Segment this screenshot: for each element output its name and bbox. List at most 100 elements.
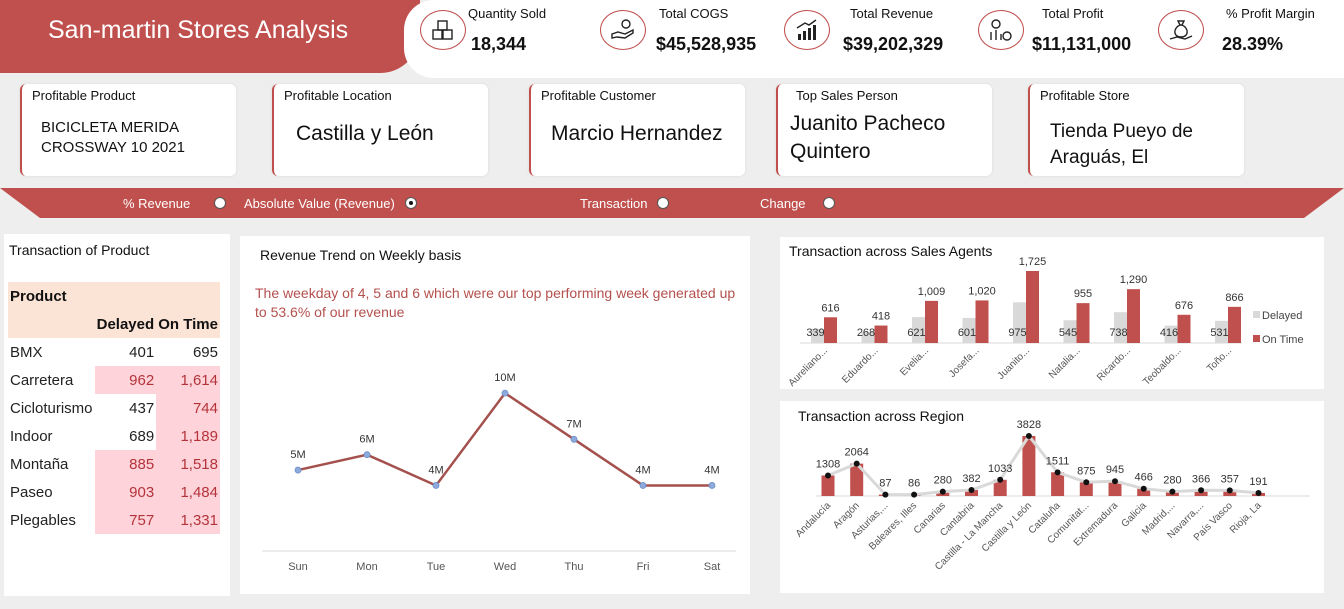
x-tick-label: Castilla y León (980, 500, 1034, 554)
option-absolute-value-label[interactable]: Absolute Value (Revenue) (244, 196, 395, 211)
data-label-ontime: 1,009 (918, 286, 946, 298)
x-tick-label: Toño... (1205, 345, 1234, 374)
hand-coins-icon (600, 10, 646, 50)
bar-delayed (912, 317, 925, 343)
data-label-tue: 4M (428, 464, 443, 476)
region-trend-line (827, 433, 1259, 497)
bar-delayed (1215, 320, 1228, 343)
data-label-region: 1308 (816, 458, 840, 470)
data-label-ontime: 1,725 (1019, 256, 1047, 268)
metric-toggle-bar (0, 188, 1344, 220)
product-table: Product Delayed On Time BMX 401 695 Carrete… (8, 282, 220, 534)
option-change-label[interactable]: Change (760, 196, 806, 211)
x-tick-label: Fri (637, 561, 650, 573)
kpi-label: Total COGS (659, 6, 729, 21)
bar-region (1108, 481, 1122, 496)
bar-ontime (1177, 314, 1191, 343)
data-point-sun (294, 466, 302, 474)
data-label-region: 87 (879, 478, 891, 490)
kpi-label: % Profit Margin (1226, 6, 1315, 21)
card-top-sales-person: Top Sales Person Juanito Pacheco Quinter… (776, 84, 992, 176)
table-row: Plegables 757 1,331 (8, 506, 220, 534)
option-transaction-radio[interactable] (657, 197, 669, 209)
data-label-region: 357 (1221, 473, 1239, 485)
card-profitable-customer: Profitable Customer Marcio Hernandez (529, 84, 745, 176)
data-point-tue (432, 482, 440, 489)
x-tick-label: Tue (427, 561, 446, 573)
card-label: Profitable Product (32, 88, 136, 103)
data-point-region (882, 491, 889, 498)
data-label-ontime: 676 (1175, 300, 1193, 312)
bar-region (1137, 488, 1151, 496)
data-label-region: 2064 (844, 447, 868, 459)
data-label-mon: 6M (359, 434, 374, 446)
data-label-delayed: 621 (907, 327, 925, 339)
ontime-cell: 1,518 (156, 450, 220, 478)
option-percent-revenue-radio[interactable] (214, 197, 226, 209)
weekly-chart-title: Revenue Trend on Weekly basis (260, 247, 462, 263)
x-tick-label: Teobaldo... (1141, 345, 1183, 387)
kpi-bar: Quantity Sold 18,344 Total COGS $45,528,… (404, 0, 1344, 78)
data-label-ontime: 1,290 (1120, 274, 1148, 286)
kpi-value: $11,131,000 (1032, 34, 1132, 54)
x-tick-label: Natalia... (1047, 345, 1083, 381)
data-label-ontime: 866 (1225, 292, 1243, 304)
product-name-cell: Montaña (10, 455, 69, 473)
table-row: Montaña 885 1,518 (8, 450, 220, 478)
x-tick-label: Thu (565, 561, 584, 573)
title-banner: San-martin Stores Analysis (0, 0, 420, 73)
card-profitable-product: Profitable Product BICICLETA MERIDA CROS… (20, 84, 236, 176)
data-point-region (825, 472, 831, 479)
data-label-region: 382 (962, 473, 980, 485)
data-label-region: 3828 (1017, 419, 1041, 431)
bar-region (1079, 482, 1093, 496)
legend-label-delayed: Delayed (1262, 310, 1302, 322)
card-value: Juanito Pacheco Quintero (790, 112, 946, 164)
table-row: Indoor 689 1,189 (8, 422, 220, 450)
product-name-cell: BMX (10, 343, 43, 361)
x-tick-label: Ricardo... (1095, 345, 1133, 383)
option-change-radio[interactable] (823, 197, 835, 209)
data-label-region: 191 (1249, 476, 1267, 488)
data-label-delayed: 339 (806, 327, 824, 339)
x-tick-label: Juanito... (996, 345, 1032, 381)
data-label-delayed: 738 (1109, 327, 1127, 339)
data-label-region: 1033 (988, 463, 1012, 475)
delayed-header: Delayed (94, 310, 157, 338)
ontime-cell: 1,189 (156, 422, 220, 450)
data-label-region: 366 (1192, 473, 1210, 485)
table-row: Cicloturismo 437 744 (8, 394, 220, 422)
option-transaction-label[interactable]: Transaction (580, 196, 648, 211)
data-label-region: 1511 (1046, 455, 1070, 467)
x-tick-label: Aureliano... (787, 345, 831, 389)
delayed-cell: 757 (94, 506, 157, 534)
card-profitable-store: Profitable Store Tienda Pueyo de Araguás… (1028, 84, 1244, 176)
dashboard-title: San-martin Stores Analysis (48, 16, 349, 44)
card-value: Marcio Hernandez (551, 122, 723, 145)
card-profitable-location: Profitable Location Castilla y León (272, 84, 488, 176)
option-percent-revenue-label[interactable]: % Revenue (123, 196, 191, 211)
data-point-region (1112, 478, 1118, 485)
option-absolute-value-radio[interactable] (405, 197, 417, 209)
data-point-wed (501, 389, 509, 397)
data-label-wed: 10M (494, 372, 515, 384)
data-label-sat: 4M (704, 464, 719, 476)
kpi-value: $39,202,329 (843, 34, 944, 54)
kpi-label: Total Profit (1042, 6, 1104, 21)
weekly-revenue-line-chart: 5M Sun 6M Mon 4M Tue 10M Wed 7M Thu 4M Fri 4M Sat (262, 372, 736, 573)
money-bag-icon (1158, 10, 1204, 50)
x-tick-label: Sun (288, 561, 308, 573)
bar-region (821, 475, 835, 496)
bar-region (1051, 472, 1065, 496)
bar-ontime (925, 300, 938, 343)
growth-chart-icon (784, 10, 830, 50)
delayed-cell: 401 (129, 343, 155, 361)
x-tick-label: Evelia... (898, 345, 931, 378)
data-point-region (911, 491, 918, 498)
bar-delayed (1063, 320, 1077, 343)
data-point-region (1083, 479, 1090, 486)
card-value: Castilla y León (296, 122, 434, 145)
legend-swatch-ontime (1253, 335, 1260, 342)
data-label-region: 875 (1077, 465, 1095, 477)
data-point-region (1025, 433, 1032, 439)
